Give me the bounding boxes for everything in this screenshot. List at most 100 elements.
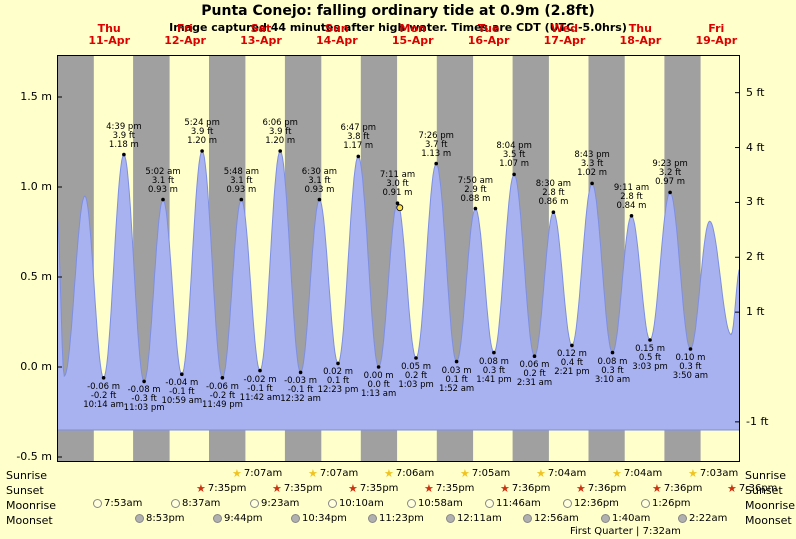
sunset-time: 7:35pm xyxy=(359,483,399,494)
tide-extreme-dot xyxy=(142,379,146,384)
day-label: Thu 18-Apr xyxy=(609,23,671,47)
tide-label-line: 1.20 m xyxy=(187,136,218,146)
day-label: Sat 13-Apr xyxy=(230,23,292,47)
tide-label-line: 0.0 ft xyxy=(367,380,390,390)
moonset-entry: 1:40am xyxy=(601,513,650,524)
tide-label-line: 2:31 am xyxy=(516,378,553,389)
tide-high-label: 8:04 pm 3.5 ft 1.07 m xyxy=(487,142,541,169)
tide-extreme-dot xyxy=(688,347,693,351)
tide-label-line: 0.10 m xyxy=(675,353,706,363)
meters-tick-label: 1.5 m xyxy=(20,90,52,103)
tide-label-line: 0.03 m xyxy=(441,365,472,376)
tide-high-label: 7:11 am 3.0 ft 0.91 m xyxy=(370,171,424,198)
sunrise-entry: ★ 7:07am xyxy=(308,468,358,480)
tide-label-line: 11:42 am xyxy=(239,392,281,403)
day-label: Sun 14-Apr xyxy=(306,23,368,47)
sunset-star-icon: ★ xyxy=(500,481,510,495)
tide-high-label: 8:30 am 2.8 ft 0.86 m xyxy=(526,180,580,207)
tide-label-line: -0.06 m xyxy=(87,381,121,392)
tide-label-line: -0.1 ft xyxy=(247,383,273,394)
tide-label-line: 12:32 am xyxy=(280,394,321,405)
tide-low-label: -0.06 m -0.2 ft 10:14 am xyxy=(77,381,131,410)
tide-extreme-dot xyxy=(336,361,340,366)
tide-label-line: 7:50 am xyxy=(457,175,494,186)
plot-border xyxy=(57,55,740,462)
tide-extreme-dot xyxy=(239,197,244,202)
tide-label-line: 3.7 ft xyxy=(425,139,448,150)
tide-label-line: 2.8 ft xyxy=(620,191,643,202)
tide-high-label: 8:43 pm 3.3 ft 1.02 m xyxy=(565,151,619,178)
meters-tick-label: 0.5 m xyxy=(20,270,52,283)
tide-label-line: 0.2 ft xyxy=(523,369,546,380)
day-label: Thu 11-Apr xyxy=(78,23,140,47)
tide-label-line: 1:13 am xyxy=(361,389,397,399)
moonrise-time: 8:37am xyxy=(182,498,221,509)
moonrise-entry: 10:10am xyxy=(328,498,384,509)
sunrise-entry: ★ 7:06am xyxy=(384,466,434,480)
tide-low-label: -0.06 m -0.2 ft 11:49 pm xyxy=(195,382,249,410)
tide-low-label: 0.15 m 0.5 ft 3:03 pm xyxy=(623,345,677,372)
tide-extreme-dot xyxy=(532,354,537,359)
tide-label-line: -0.04 m xyxy=(165,378,199,389)
tide-label-line: 3.2 ft xyxy=(658,168,682,179)
moonset-time: 9:44pm xyxy=(224,513,263,524)
tide-label-line: -0.2 ft xyxy=(209,390,236,401)
tide-label-line: 10:59 am xyxy=(161,396,203,407)
sunset-star-icon: ★ xyxy=(348,481,358,495)
moon-phase-note: First Quarter | 7:32am xyxy=(570,526,681,537)
tide-extreme-dot xyxy=(376,365,381,369)
feet-tick-label: 3 ft xyxy=(746,195,765,209)
tide-label-line: 7:11 am xyxy=(379,170,416,181)
tide-label-line: -0.1 ft xyxy=(169,387,195,398)
moonrise-entry: 8:37am xyxy=(171,498,220,509)
sunrise-star-icon: ★ xyxy=(612,466,622,480)
moonrise-circle-icon xyxy=(171,499,180,508)
moonrise-time: 7:53am xyxy=(104,498,143,509)
sunset-entry: ★ 7:35pm xyxy=(424,483,474,495)
moonset-circle-icon xyxy=(601,514,610,523)
sunset-entry: ★ 7:36pm xyxy=(727,483,777,495)
day-label: Mon 15-Apr xyxy=(382,23,444,47)
moonset-circle-icon xyxy=(368,514,377,523)
moonrise-row-label-left: Moonrise xyxy=(6,499,56,512)
tide-label-line: 3.3 ft xyxy=(580,159,604,170)
tide-label-line: 8:43 pm xyxy=(574,150,610,161)
tide-label-line: 6:06 pm xyxy=(262,118,298,128)
tide-label-line: 3.5 ft xyxy=(502,150,526,161)
moonrise-time: 12:36pm xyxy=(574,498,619,509)
tide-label-line: 2.8 ft xyxy=(542,188,565,199)
tide-label-line: 1.17 m xyxy=(343,141,374,152)
tide-label-line: 3.8 ft xyxy=(347,132,370,143)
sunrise-time: 7:07am xyxy=(243,468,283,479)
tide-label-line: 5:02 am xyxy=(145,166,181,177)
tide-label-line: 1.13 m xyxy=(421,148,452,159)
tide-low-label: -0.04 m -0.1 ft 10:59 am xyxy=(155,379,209,406)
tide-extreme-dot xyxy=(200,149,204,153)
tide-extreme-dot xyxy=(278,149,282,153)
moonset-row-label-left: Moonset xyxy=(6,514,53,527)
tide-label-line: 3:03 pm xyxy=(632,362,668,372)
tide-extreme-dot xyxy=(220,376,225,380)
moonrise-circle-icon xyxy=(250,499,259,508)
day-name: Fri xyxy=(708,22,725,35)
moonset-time: 12:11am xyxy=(457,513,502,524)
tide-label-line: 4:39 pm xyxy=(106,121,142,132)
tide-extreme-dot xyxy=(454,359,459,364)
tide-high-label: 5:24 pm 3.9 ft 1.20 m xyxy=(175,119,229,146)
meters-tick-label: 1.0 m xyxy=(20,180,52,193)
tide-label-line: 1.20 m xyxy=(265,136,296,146)
tide-label-line: 11:03 pm xyxy=(123,403,165,414)
moonset-time: 12:56am xyxy=(534,513,579,524)
tide-label-line: 0.1 ft xyxy=(445,374,468,385)
tide-label-line: 3.9 ft xyxy=(112,130,136,141)
tide-label-line: 0.02 m xyxy=(323,367,353,378)
day-name: Tue xyxy=(477,22,500,35)
tide-low-label: -0.02 m -0.1 ft 11:42 am xyxy=(233,375,287,403)
sunrise-star-icon: ★ xyxy=(384,466,394,480)
sunrise-entry: ★ 7:07am xyxy=(232,468,283,480)
day-date: 17-Apr xyxy=(543,34,586,47)
tide-extreme-dot xyxy=(629,214,634,218)
moonset-time: 8:53pm xyxy=(146,513,185,524)
chart-title: Punta Conejo: falling ordinary tide at 0… xyxy=(201,3,595,19)
moonset-entry: 2:22am xyxy=(678,513,727,524)
